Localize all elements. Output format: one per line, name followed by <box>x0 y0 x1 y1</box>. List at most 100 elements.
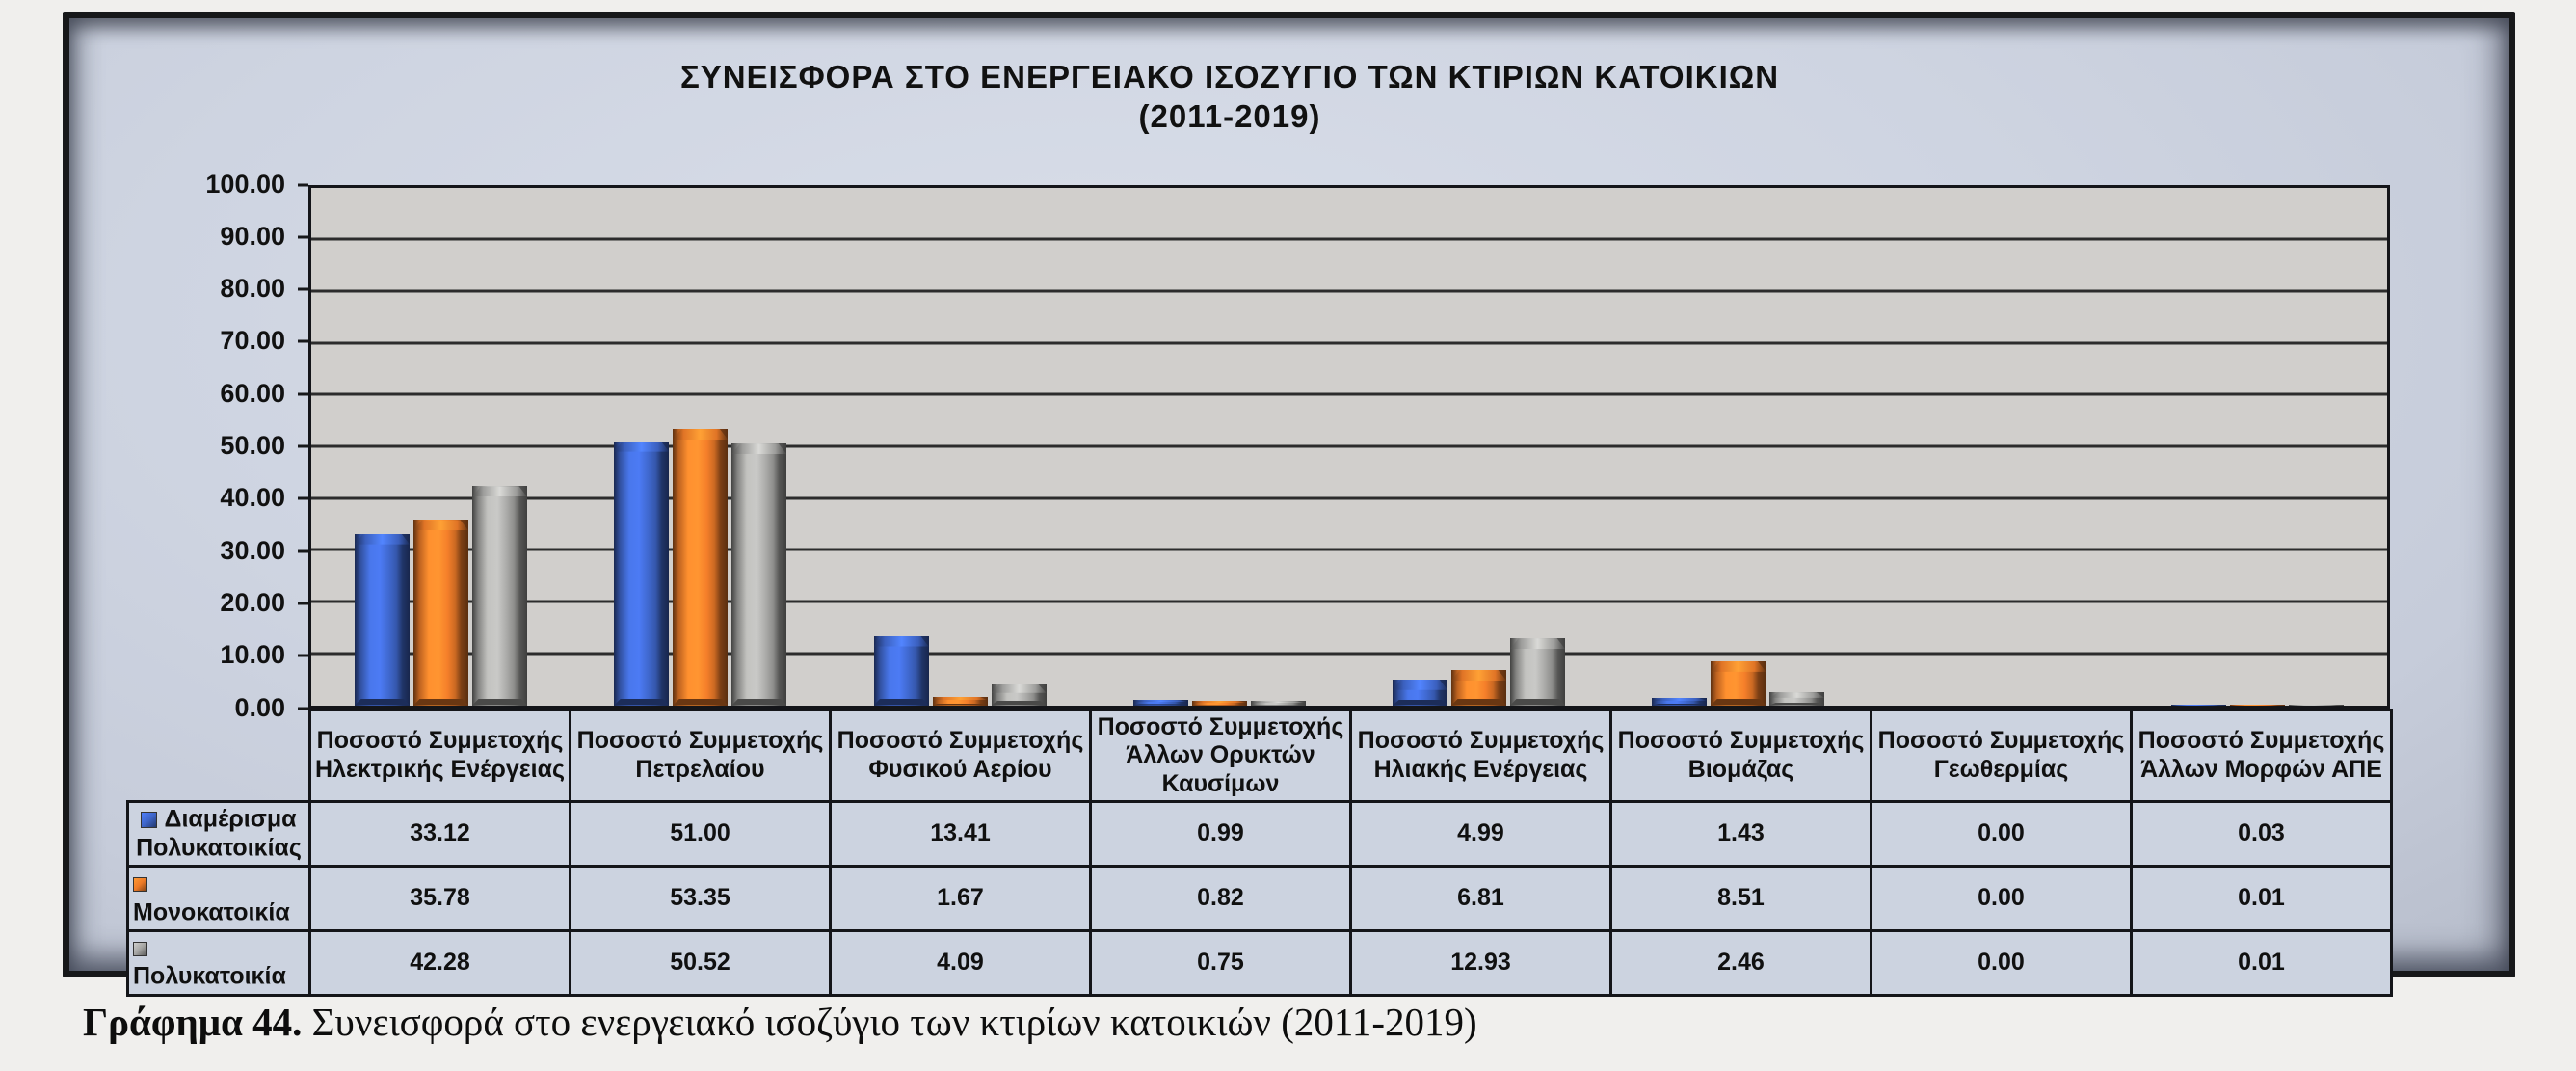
y-axis-label: 70.00 <box>220 326 285 356</box>
bar-base <box>1769 702 1825 706</box>
table-row: Διαμέρισμα Πολυκατοικίας 33.12 51.00 13.41 0… <box>126 799 2393 869</box>
table-row: Μονοκατοικία 35.78 53.35 1.67 0.82 6.81 8.51 0.… <box>126 865 2393 932</box>
value-cell: 0.00 <box>1870 865 2133 932</box>
bar <box>673 429 729 706</box>
value-cell: 51.00 <box>569 799 832 869</box>
bar-base <box>1652 703 1708 706</box>
chart-body: 100.00 90.00 80.00 70.00 60.00 50.00 40.00 30.0… <box>69 169 2390 721</box>
value-cell: 0.99 <box>1089 799 1352 869</box>
value-cell: 2.46 <box>1609 928 1872 997</box>
gridline <box>311 237 2387 241</box>
value-cell: 1.67 <box>829 865 1092 932</box>
gridline <box>311 341 2387 345</box>
bar <box>991 683 1047 706</box>
bar-base <box>1250 704 1306 706</box>
bar <box>1769 692 1825 706</box>
value-cell: 53.35 <box>569 865 832 932</box>
value-cell: 12.93 <box>1349 928 1612 997</box>
y-axis-tick <box>298 707 308 710</box>
bar-cap <box>472 486 528 497</box>
legend-marker-icon <box>133 941 147 956</box>
legend-label: Μονοκατοικία <box>133 898 290 926</box>
category-header-cell: Ποσοστό Συμμετοχής Άλλων Μορφών ΑΠΕ <box>2130 708 2393 803</box>
table-row: Πολυκατοικία 42.28 50.52 4.09 0.75 12.93 2.46 0… <box>126 928 2393 997</box>
bar-base <box>1132 704 1188 706</box>
gridline <box>311 444 2387 448</box>
gridline <box>311 652 2387 656</box>
y-axis-label: 0.00 <box>234 692 285 722</box>
legend-cell: Πολυκατοικία <box>126 928 311 997</box>
plot-area <box>308 184 2390 709</box>
bar-base <box>873 698 929 706</box>
y-axis-tick <box>298 549 308 553</box>
bar-cap <box>932 696 988 701</box>
bar <box>1510 638 1566 706</box>
bar-base <box>991 700 1047 706</box>
bar <box>355 533 411 706</box>
value-cell: 6.81 <box>1349 865 1612 932</box>
bar-cap <box>873 635 929 647</box>
bar <box>1191 701 1247 706</box>
y-axis-tick <box>298 287 308 291</box>
y-axis-tick <box>298 496 308 500</box>
chart-subtitle: (2011-2019) <box>1138 98 1321 135</box>
y-axis-label: 60.00 <box>220 378 285 408</box>
bar-cap <box>413 520 469 531</box>
title-block: ΣΥΝΕΙΣΦΟΡΑ ΣΤΟ ΕΝΕΡΓΕΙΑΚΟ ΙΣΟΖΥΓΙΟ ΤΩΝ Κ… <box>69 18 2390 137</box>
bar-cap <box>1451 669 1507 681</box>
bar-cap <box>673 429 729 441</box>
gridline <box>311 392 2387 396</box>
bar-base <box>472 698 528 706</box>
bar <box>1451 669 1507 706</box>
chart-panel: ΣΥΝΕΙΣΦΟΡΑ ΣΤΟ ΕΝΕΡΓΕΙΑΚΟ ΙΣΟΖΥΓΙΟ ΤΩΝ Κ… <box>63 12 2515 997</box>
category-header-cell: Ποσοστό Συμμετοχής Γεωθερμίας <box>1870 708 2133 803</box>
bar-base <box>1393 699 1448 706</box>
value-cell: 4.99 <box>1349 799 1612 869</box>
category-header-cell: Ποσοστό Συμμετοχής Άλλων Ορυκτών Καυσίμω… <box>1089 708 1352 803</box>
bar <box>1711 660 1766 706</box>
value-cell: 0.03 <box>2130 799 2393 869</box>
bar <box>1393 679 1448 706</box>
legend-label: Διαμέρισμα Πολυκατοικίας <box>136 805 302 862</box>
bar-cap <box>1191 701 1247 703</box>
y-axis-tick <box>298 392 308 396</box>
bar <box>731 443 787 706</box>
legend-marker-icon <box>141 811 158 828</box>
gridline <box>311 548 2387 551</box>
legend-cell: Μονοκατοικία <box>126 865 311 932</box>
bar-cap <box>991 683 1047 693</box>
value-cell: 0.75 <box>1089 928 1352 997</box>
bar-base <box>1191 704 1247 706</box>
bar-group <box>1608 188 1868 706</box>
bar <box>413 520 469 706</box>
table-wrap: Ποσοστό Συμμετοχής Ηλεκτρικής Ενέργειας Π… <box>126 708 2509 997</box>
value-cell: 33.12 <box>308 799 571 869</box>
data-table: Ποσοστό Συμμετοχής Ηλεκτρικής Ενέργειας Π… <box>126 708 2393 997</box>
y-axis-label: 90.00 <box>220 221 285 251</box>
y-axis-label: 20.00 <box>220 587 285 617</box>
value-cell: 0.00 <box>1870 928 2133 997</box>
value-cell: 0.82 <box>1089 865 1352 932</box>
y-axis-tick <box>298 602 308 605</box>
bar-cap <box>1769 692 1825 698</box>
chart-main: ΣΥΝΕΙΣΦΟΡΑ ΣΤΟ ΕΝΕΡΓΕΙΑΚΟ ΙΣΟΖΥΓΙΟ ΤΩΝ Κ… <box>69 18 2390 721</box>
bar-base <box>614 698 670 706</box>
bar-group <box>1869 188 2128 706</box>
bar-cap <box>1132 700 1188 703</box>
y-axis-tick <box>298 235 308 239</box>
value-cell: 42.28 <box>308 928 571 997</box>
bar-group <box>831 188 1090 706</box>
value-cell: 0.01 <box>2130 865 2393 932</box>
value-cell: 0.00 <box>1870 799 2133 869</box>
figure-caption-label: Γράφημα 44. <box>83 1000 303 1044</box>
gridline <box>311 289 2387 293</box>
bar <box>1250 701 1306 706</box>
bar <box>932 696 988 706</box>
y-axis-label: 100.00 <box>205 169 285 199</box>
value-cell: 8.51 <box>1609 865 1872 932</box>
legend-cell: Διαμέρισμα Πολυκατοικίας <box>126 799 311 869</box>
table-header-row: Ποσοστό Συμμετοχής Ηλεκτρικής Ενέργειας Π… <box>128 708 2393 803</box>
bar-group <box>311 188 571 706</box>
bar-cap <box>1510 638 1566 650</box>
